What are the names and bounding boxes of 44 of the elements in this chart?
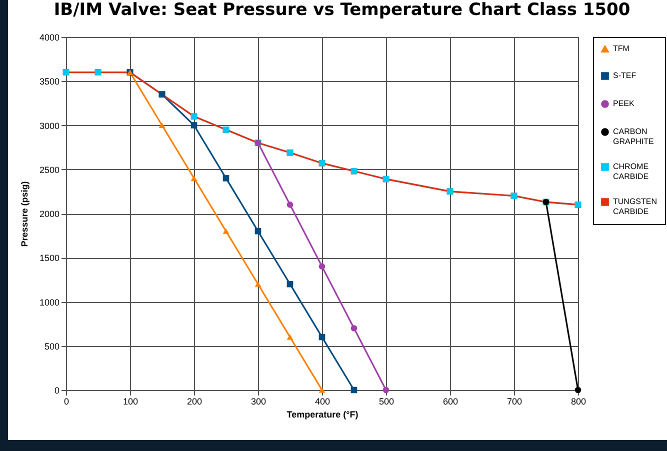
y-tick-label: 2000 <box>39 209 60 219</box>
y-tick-label: 3500 <box>39 76 60 87</box>
y-tick-label: 500 <box>44 341 60 352</box>
x-axis-title: Temperature (°F) <box>286 410 358 420</box>
x-tick-label: 500 <box>378 396 394 406</box>
point <box>190 175 198 181</box>
chart-title: IB/IM Valve: Seat Pressure vs Temperature Chart Class 1500 <box>54 0 630 20</box>
legend-label: CHROME CARBIDE <box>613 162 649 181</box>
point <box>222 228 230 234</box>
point <box>318 263 326 270</box>
point <box>158 122 166 128</box>
point <box>350 386 358 394</box>
x-tick-label: 300 <box>250 396 266 406</box>
y-axis-title: Pressure (psig) <box>19 181 30 247</box>
point <box>254 228 262 234</box>
legend-label: PEEK <box>613 99 636 108</box>
legend-label: CARBON GRAPHITE <box>613 127 654 146</box>
point <box>254 281 262 287</box>
x-tick-label: 400 <box>314 396 330 406</box>
y-tick-label: 1000 <box>39 297 60 308</box>
y-tick-label: 2500 <box>39 164 60 175</box>
point <box>574 386 582 394</box>
x-tick-label: 200 <box>186 396 202 406</box>
point <box>286 280 294 288</box>
point <box>318 387 326 393</box>
point <box>318 334 326 340</box>
point <box>350 325 358 332</box>
x-tick-label: 100 <box>122 396 138 406</box>
legend-label: TFM <box>613 44 630 53</box>
y-tick-label: 0 <box>54 386 60 396</box>
y-tick-label: 1500 <box>39 253 60 264</box>
point <box>286 334 294 340</box>
y-tick-label: 3000 <box>39 120 60 131</box>
x-tick-label: 600 <box>442 396 458 406</box>
x-tick-label: 800 <box>570 396 586 406</box>
y-tick-label: 4000 <box>39 32 60 42</box>
point <box>382 386 390 394</box>
legend-label: TUNGSTEN CARBIDE <box>613 197 658 216</box>
legend-label: S-TEF <box>613 71 636 80</box>
point <box>222 175 230 182</box>
x-tick-label: 700 <box>506 396 522 406</box>
point <box>286 202 294 208</box>
point <box>190 122 198 128</box>
x-tick-label: 0 <box>64 396 70 406</box>
